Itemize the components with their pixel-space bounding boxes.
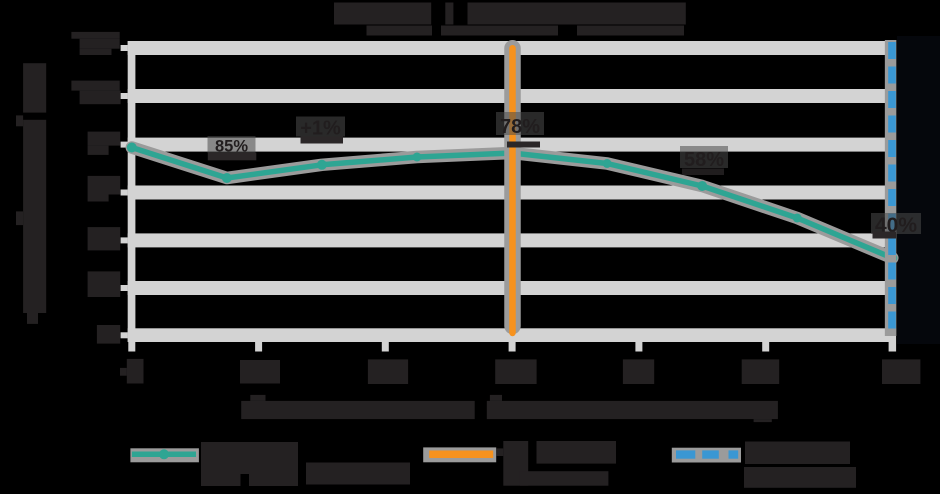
- svg-text:+1%: +1%: [300, 118, 341, 140]
- svg-text:78%: 78%: [500, 116, 540, 138]
- svg-text:58%: 58%: [684, 149, 724, 171]
- svg-text:85%: 85%: [215, 138, 248, 156]
- svg-text:40%: 40%: [875, 214, 917, 237]
